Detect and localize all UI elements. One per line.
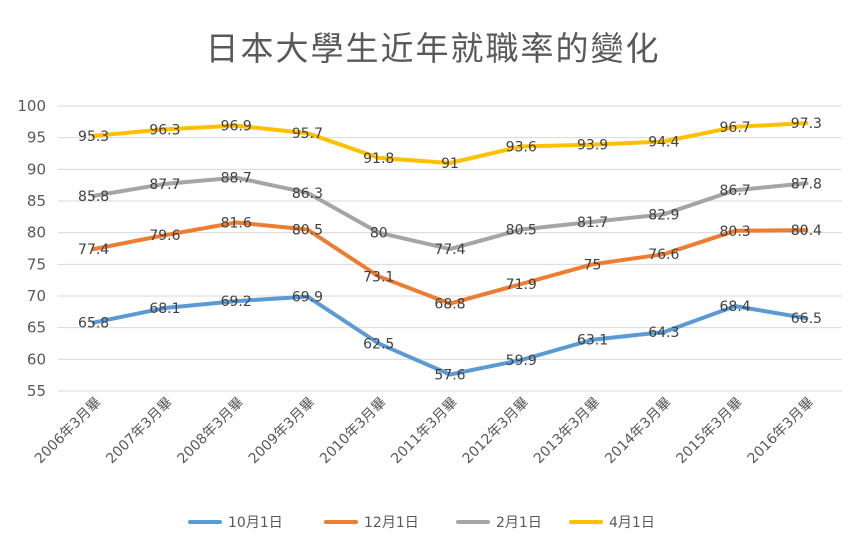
data-label: 77.4: [78, 242, 109, 258]
x-axis-ticks: 2006年3月畢2007年3月畢2008年3月畢2009年3月畢2010年3月畢…: [32, 395, 817, 468]
x-tick-label: 2009年3月畢: [246, 395, 319, 468]
data-label: 63.1: [577, 333, 608, 349]
data-label: 64.3: [648, 325, 679, 341]
data-label: 87.8: [791, 176, 822, 192]
data-label: 75: [584, 257, 602, 273]
y-tick-label: 65: [27, 319, 46, 337]
series-line: [91, 175, 809, 252]
x-tick-label: 2012年3月畢: [460, 395, 533, 468]
data-labels: 65.8 68.1 69.2 69.9 62.5 57.6 59.9 63.1 64.3 68.4…: [78, 116, 822, 383]
data-label: 97.3: [791, 116, 822, 132]
data-label: 96.9: [221, 119, 252, 135]
data-label: 93.6: [506, 140, 537, 156]
x-tick-label: 2011年3月畢: [388, 395, 461, 468]
data-label: 62.5: [363, 337, 394, 353]
y-tick-label: 85: [27, 192, 46, 210]
y-tick-label: 90: [27, 160, 46, 178]
data-label: 88.7: [221, 171, 252, 187]
y-tick-label: 75: [27, 255, 46, 273]
data-label: 65.8: [78, 316, 109, 332]
data-label: 80.4: [791, 223, 822, 239]
y-tick-label: 80: [27, 224, 46, 242]
legend-label: 10月1日: [228, 515, 283, 531]
data-label: 95.7: [292, 126, 323, 142]
data-label: 96.7: [720, 120, 751, 136]
data-label: 68.1: [149, 301, 180, 317]
data-label: 87.7: [149, 177, 180, 193]
legend-label: 2月1日: [496, 515, 542, 531]
x-tick-label: 2007年3月畢: [103, 395, 176, 468]
x-tick-label: 2010年3月畢: [317, 395, 390, 468]
data-label: 80.3: [720, 224, 751, 240]
data-label: 80: [370, 226, 388, 242]
data-label: 57.6: [434, 368, 465, 384]
gridlines: [58, 105, 842, 392]
legend-label: 4月1日: [609, 515, 655, 531]
data-label: 94.4: [648, 134, 679, 150]
series-lines: [91, 121, 809, 377]
data-label: 59.9: [506, 353, 537, 369]
y-tick-label: 70: [27, 287, 46, 305]
data-label: 69.9: [292, 290, 323, 306]
data-label: 81.7: [577, 215, 608, 231]
data-label: 96.3: [149, 122, 180, 138]
x-tick-label: 2006年3月畢: [32, 395, 105, 468]
data-label: 86.3: [292, 186, 323, 202]
data-label: 68.8: [434, 297, 465, 313]
data-label: 71.9: [506, 277, 537, 293]
series-line: [91, 220, 809, 306]
x-tick-label: 2008年3月畢: [174, 395, 247, 468]
y-tick-label: 100: [17, 97, 46, 115]
data-label: 95.3: [78, 129, 109, 145]
data-label: 86.7: [720, 183, 751, 199]
series-line: [91, 294, 809, 377]
data-label: 69.2: [221, 294, 252, 310]
data-label: 81.6: [221, 216, 252, 232]
data-label: 66.5: [791, 311, 822, 327]
data-label: 91.8: [363, 151, 394, 167]
data-label: 80.5: [506, 223, 537, 239]
y-axis-ticks: 55 60 65 70 75 80 85 90 95 100: [17, 97, 46, 400]
legend-label: 12月1日: [364, 515, 419, 531]
x-tick-label: 2013年3月畢: [531, 395, 604, 468]
y-tick-label: 60: [27, 350, 46, 368]
data-label: 68.4: [720, 299, 751, 315]
data-label: 80.5: [292, 223, 323, 239]
data-label: 77.4: [434, 242, 465, 258]
data-label: 79.6: [149, 228, 180, 244]
data-label: 91: [441, 156, 459, 172]
x-tick-label: 2014年3月畢: [602, 395, 675, 468]
data-label: 85.8: [78, 189, 109, 205]
x-tick-label: 2016年3月畢: [745, 395, 818, 468]
legend: 10月1日 12月1日 2月1日 4月1日: [188, 515, 655, 531]
chart-title: 日本大學生近年就職率的變化: [205, 29, 661, 68]
series-line: [91, 121, 809, 165]
data-label: 93.9: [577, 138, 608, 154]
data-label: 82.9: [648, 207, 679, 223]
x-tick-label: 2015年3月畢: [673, 395, 746, 468]
y-tick-label: 55: [27, 382, 46, 400]
y-tick-label: 95: [27, 129, 46, 147]
data-label: 76.6: [648, 247, 679, 263]
data-label: 73.1: [363, 269, 394, 285]
